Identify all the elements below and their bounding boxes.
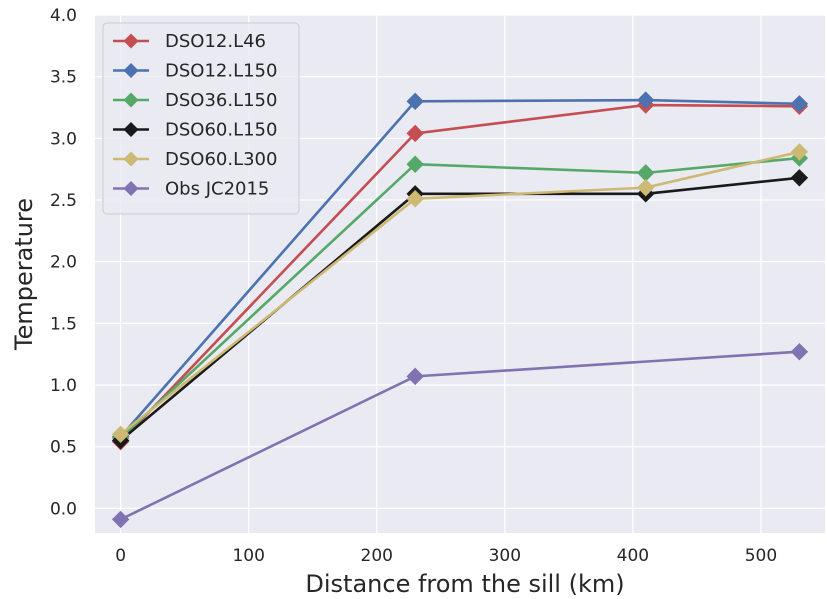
grid — [95, 14, 825, 533]
legend-label: DSO60.L150 — [165, 120, 277, 141]
y-tick-label: 3.0 — [50, 129, 77, 149]
series-line — [119, 98, 800, 438]
data-point — [406, 124, 424, 143]
data-point — [111, 510, 130, 529]
y-tick-label: 2.0 — [50, 253, 77, 273]
legend-label: DSO12.L150 — [165, 61, 277, 82]
legend-label: DSO36.L150 — [165, 90, 277, 111]
data-point — [790, 95, 809, 113]
series-layer — [111, 91, 809, 529]
y-tick-label: 3.5 — [50, 68, 77, 88]
data-point — [790, 143, 809, 161]
x-tick-label: 100 — [232, 546, 264, 566]
series-5 — [111, 342, 809, 529]
x-tick-label: 300 — [489, 546, 521, 566]
legend-label: DSO60.L300 — [165, 149, 277, 170]
legend-item: DSO12.L46 — [113, 31, 266, 52]
legend-marker — [123, 181, 139, 196]
series-line — [119, 156, 800, 439]
data-point — [406, 155, 424, 173]
legend-item: DSO12.L150 — [113, 61, 277, 82]
y-tick-label: 1.0 — [50, 376, 77, 396]
legend-marker — [123, 92, 139, 108]
legend: DSO12.L46 DSO12.L150 DSO36.L150 DSO60.L150 D… — [102, 22, 300, 215]
data-point — [790, 169, 809, 187]
y-tick-label: 4.0 — [50, 6, 77, 26]
x-axis-label: Distance from the sill (km) — [305, 570, 624, 598]
y-axis-label: Temperature — [10, 198, 38, 351]
x-tick-label: 0 — [115, 546, 126, 566]
series-4 — [111, 143, 809, 444]
x-tick-label: 400 — [617, 546, 649, 566]
y-axis-ticks: 0.0 0.5 1.0 1.5 2.0 2.5 3.0 3.5 4.0 — [50, 6, 77, 519]
data-point — [406, 92, 424, 111]
series-line — [119, 103, 800, 443]
y-tick-label: 0.5 — [50, 438, 77, 458]
legend-label: Obs JC2015 — [165, 179, 269, 200]
legend-item: DSO60.L150 — [113, 120, 277, 141]
x-tick-label: 500 — [745, 546, 777, 566]
legend-label: DSO12.L46 — [165, 31, 266, 52]
data-point — [636, 91, 655, 109]
legend-marker — [123, 122, 139, 137]
x-axis-ticks: 0 100 200 300 400 500 — [115, 546, 777, 566]
y-tick-label: 2.5 — [50, 191, 77, 211]
y-tick-label: 0.0 — [50, 499, 77, 519]
data-point — [111, 425, 130, 444]
legend-marker — [123, 33, 139, 49]
data-point — [636, 178, 655, 197]
data-point — [406, 190, 424, 208]
legend-item: Obs JC2015 — [113, 179, 269, 200]
legend-item: DSO60.L300 — [113, 149, 277, 170]
legend-box — [102, 22, 300, 215]
y-tick-label: 1.5 — [50, 314, 77, 334]
data-point — [790, 342, 809, 361]
x-tick-label: 200 — [361, 546, 393, 566]
legend-item: DSO36.L150 — [113, 90, 277, 111]
legend-marker — [123, 63, 139, 78]
legend-marker — [123, 151, 139, 167]
series-line — [119, 150, 800, 436]
data-point — [406, 367, 424, 386]
